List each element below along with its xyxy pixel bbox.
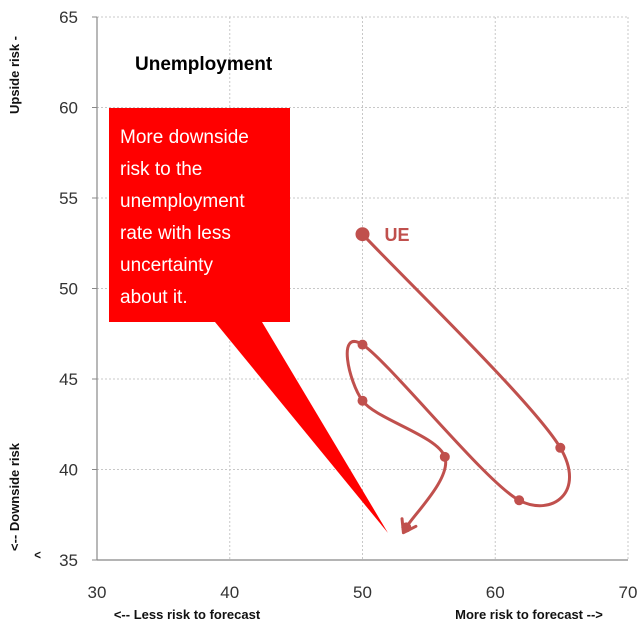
y-tick-label: 55 (59, 189, 78, 208)
x-axis-title-right: More risk to forecast --> (455, 607, 603, 622)
x-tick-label: 70 (619, 583, 638, 602)
y-tick-label: 35 (59, 551, 78, 570)
x-tick-label: 60 (486, 583, 505, 602)
data-point (555, 442, 566, 453)
y-axis-title-top: Upside risk - (7, 36, 22, 114)
callout-text-line: uncertainty (120, 255, 213, 276)
callout-box (109, 108, 290, 322)
x-tick-label: 30 (88, 583, 107, 602)
axes (92, 16, 628, 561)
data-point (401, 522, 412, 533)
data-point (357, 339, 368, 350)
y-axis-title-bottom: <-- Downside risk (7, 442, 22, 551)
y-tick-label: 60 (59, 99, 78, 118)
y-tick-label: 45 (59, 370, 78, 389)
x-tick-label: 40 (220, 583, 239, 602)
data-point (514, 495, 525, 506)
chart-title: Unemployment (135, 54, 273, 75)
y-tick-label: 50 (59, 280, 78, 299)
x-tick-label: 50 (353, 583, 372, 602)
y-tick-labels: 35 40 45 50 55 60 65 (59, 8, 78, 570)
callout-text-line: unemployment (120, 191, 245, 212)
series-layer: UE (345, 225, 572, 535)
y-tick-label: 40 (59, 461, 78, 480)
data-point (355, 227, 370, 242)
series-label: UE (385, 225, 410, 245)
callout-text-line: rate with less (120, 223, 231, 244)
data-point (439, 451, 450, 462)
callout-text-line: risk to the (120, 159, 202, 180)
series-line-UE (345, 232, 572, 529)
x-tick-labels: 30 40 50 60 70 (88, 583, 638, 602)
callout-text-line: about it. (120, 287, 188, 308)
y-tick-label: 65 (59, 8, 78, 27)
callout-text: More downside risk to the unemployment rate… (120, 127, 249, 308)
x-axis-title-left: <-- Less risk to forecast (114, 607, 261, 622)
series-arrowhead (400, 517, 418, 535)
annotation-callout: More downside risk to the unemployment rate… (109, 108, 388, 533)
y-axis-title-bottom-marker: ^ (32, 551, 47, 559)
callout-text-line: More downside (120, 127, 249, 148)
callout-pointer (215, 322, 388, 533)
data-point (357, 395, 368, 406)
